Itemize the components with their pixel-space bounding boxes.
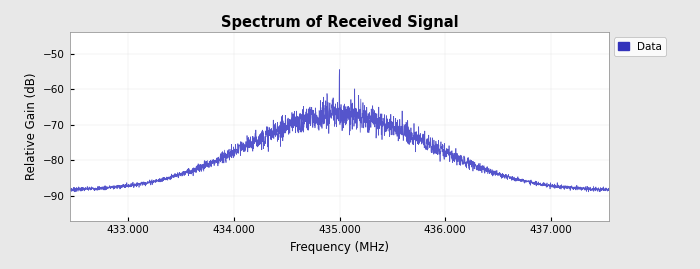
Legend: Data: Data [614, 37, 666, 56]
X-axis label: Frequency (MHz): Frequency (MHz) [290, 241, 389, 254]
Y-axis label: Relative Gain (dB): Relative Gain (dB) [25, 73, 38, 180]
Title: Spectrum of Received Signal: Spectrum of Received Signal [220, 15, 458, 30]
